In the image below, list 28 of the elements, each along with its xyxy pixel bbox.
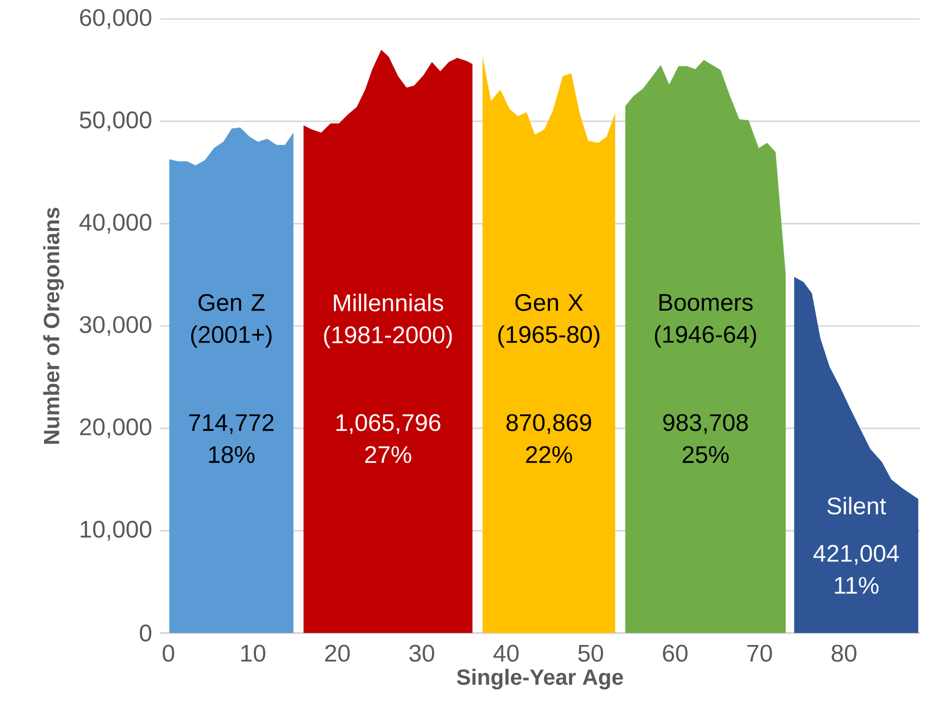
x-tick-label: 80 — [832, 644, 856, 662]
annotation: 421,004 11% — [813, 544, 899, 594]
y-tick-label: 30,000 — [80, 316, 152, 336]
x-tick-label: 50 — [578, 644, 604, 662]
y-axis-title: Number of Oregonians — [43, 208, 64, 444]
y-tick-label: 0 — [140, 624, 152, 642]
series-label: Gen X (1965-80) — [498, 294, 600, 348]
series-label: Silent — [827, 496, 886, 514]
y-tick-label: 40,000 — [79, 214, 152, 234]
x-tick-label: 30 — [409, 644, 434, 662]
y-tick-label: 50,000 — [80, 111, 152, 132]
x-tick-label: 40 — [493, 644, 519, 662]
y-tick-label: 10,000 — [80, 520, 152, 541]
x-tick-label: 20 — [325, 644, 350, 662]
x-axis-title: Single-Year Age — [456, 668, 623, 690]
series-label: Millennials (1981-2000) — [324, 294, 452, 348]
y-tick-label: 20,000 — [80, 418, 152, 438]
x-tick-label: 10 — [241, 644, 266, 662]
x-tick-label: 60 — [662, 644, 688, 662]
x-tick-label: 0 — [162, 644, 174, 662]
series-label: Boomers (1946-64) — [654, 294, 756, 348]
annotation: 983,708 25% — [663, 414, 748, 464]
y-tick-label: 60,000 — [80, 9, 152, 29]
annotation: 870,869 22% — [506, 414, 592, 464]
annotation: 714,772 18% — [189, 414, 274, 464]
x-tick-label: 70 — [747, 644, 772, 662]
series-label: Gen Z (2001+) — [191, 294, 272, 348]
annotation: 1,065,796 27% — [336, 414, 440, 464]
